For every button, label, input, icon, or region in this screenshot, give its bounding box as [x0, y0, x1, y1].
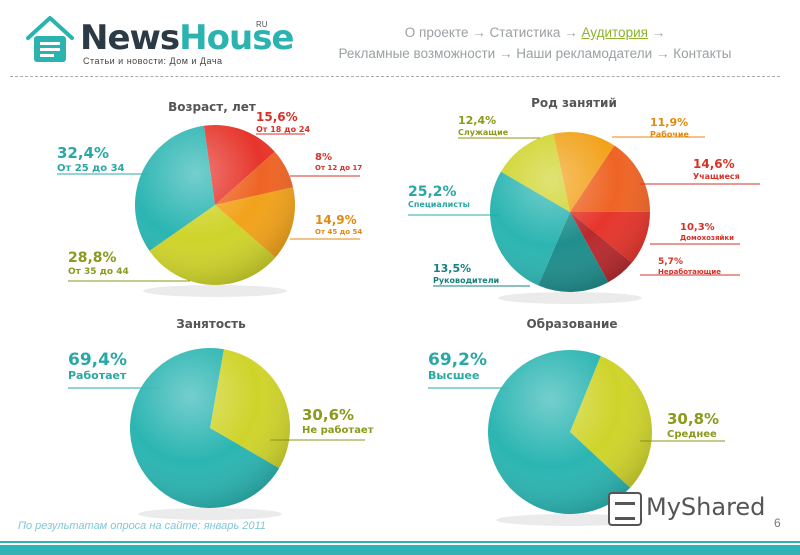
slice-category-label: Не работает — [302, 424, 374, 436]
slice-value-label: 15,6% — [256, 110, 298, 124]
breadcrumb-nav: О проекте → Статистика → Аудитория → Рек… — [300, 22, 770, 64]
slice-category-label: Домохозяйки — [680, 234, 734, 242]
nav-item-audience[interactable]: Аудитория — [581, 25, 648, 40]
slice-value-label: 5,7% — [658, 257, 683, 267]
slice-value-label: 30,8% — [667, 410, 719, 428]
slice-category-label: Руководители — [433, 276, 499, 285]
slice-value-label: 69,2% — [428, 350, 487, 370]
nav-item-advertisers[interactable]: Наши рекламодатели — [516, 46, 653, 61]
nav-arrow: → — [651, 25, 666, 40]
slice-value-label: 10,3% — [680, 222, 715, 233]
slice-category-label: Служащие — [458, 128, 509, 137]
slice-category-label: От 12 до 17 — [315, 164, 362, 172]
chart-title: Род занятий — [531, 96, 617, 110]
nav-arrow: → — [655, 46, 670, 61]
slice-category-label: От 45 до 54 — [315, 228, 362, 236]
slice-value-label: 28,8% — [68, 250, 117, 266]
slice-category-label: Специалисты — [408, 200, 470, 209]
slice-category-label: Среднее — [667, 429, 717, 440]
myshared-watermark: MyShared — [606, 488, 776, 528]
slice-category-label: От 25 до 34 — [57, 163, 125, 174]
logo-word-news: News — [80, 18, 180, 58]
pie-shadow — [498, 292, 642, 304]
slice-value-label: 69,4% — [68, 350, 127, 370]
slice-value-label: 25,2% — [408, 184, 457, 200]
slice-value-label: 30,6% — [302, 406, 354, 424]
page-number: 6 — [774, 516, 781, 530]
watermark-text: MyShared — [646, 493, 766, 521]
pie-gloss — [135, 125, 295, 285]
survey-footnote: По результатам опроса на сайте: январь 2… — [18, 520, 266, 532]
slice-category-label: Учащиеся — [693, 172, 740, 181]
nav-arrow: → — [498, 46, 513, 61]
chart-title: Образование — [526, 317, 617, 331]
slice-category-label: От 18 до 24 — [256, 125, 310, 134]
slice-value-label: 13,5% — [433, 262, 471, 275]
pie-gloss — [130, 348, 290, 508]
header-divider — [10, 76, 780, 77]
logo-word-house: House — [179, 18, 294, 58]
logo-ru-suffix: RU — [256, 20, 268, 29]
slice-category-label: От 35 до 44 — [68, 267, 129, 277]
chart-title: Возраст, лет — [168, 100, 256, 114]
house-icon — [26, 16, 74, 62]
nav-arrow: → — [564, 25, 578, 40]
slice-value-label: 14,6% — [693, 157, 735, 171]
newshouse-logo[interactable]: NewsHouse RU Статьи и новости: Дом и Дач… — [24, 12, 295, 72]
slice-category-label: Рабочие — [650, 129, 689, 139]
pie-shadow — [138, 508, 282, 520]
nav-arrow: → — [472, 25, 486, 40]
pie-shadow — [143, 285, 287, 297]
slice-category-label: Работает — [68, 369, 127, 382]
slice-value-label: 12,4% — [458, 114, 496, 127]
nav-item-contacts[interactable]: Контакты — [673, 46, 732, 61]
pie-gloss — [490, 132, 650, 292]
pie-gloss — [488, 350, 652, 514]
nav-item-advertising[interactable]: Рекламные возможности — [338, 46, 496, 61]
bottom-accent-bar — [0, 541, 800, 555]
logo-wordmark: NewsHouse — [80, 18, 295, 58]
nav-item-about[interactable]: О проекте — [404, 25, 469, 40]
slice-category-label: Неработающие — [658, 268, 721, 276]
slice-value-label: 11,9% — [650, 116, 688, 129]
slice-value-label: 32,4% — [57, 144, 109, 162]
slice-value-label: 8% — [315, 152, 332, 163]
logo-tagline: Статьи и новости: Дом и Дача — [83, 56, 223, 66]
slice-value-label: 14,9% — [315, 213, 357, 227]
nav-item-statistics[interactable]: Статистика — [489, 25, 561, 40]
slice-category-label: Высшее — [428, 369, 479, 382]
pie-shadow — [496, 514, 644, 526]
presentation-icon — [608, 492, 642, 526]
chart-title: Занятость — [176, 317, 246, 331]
